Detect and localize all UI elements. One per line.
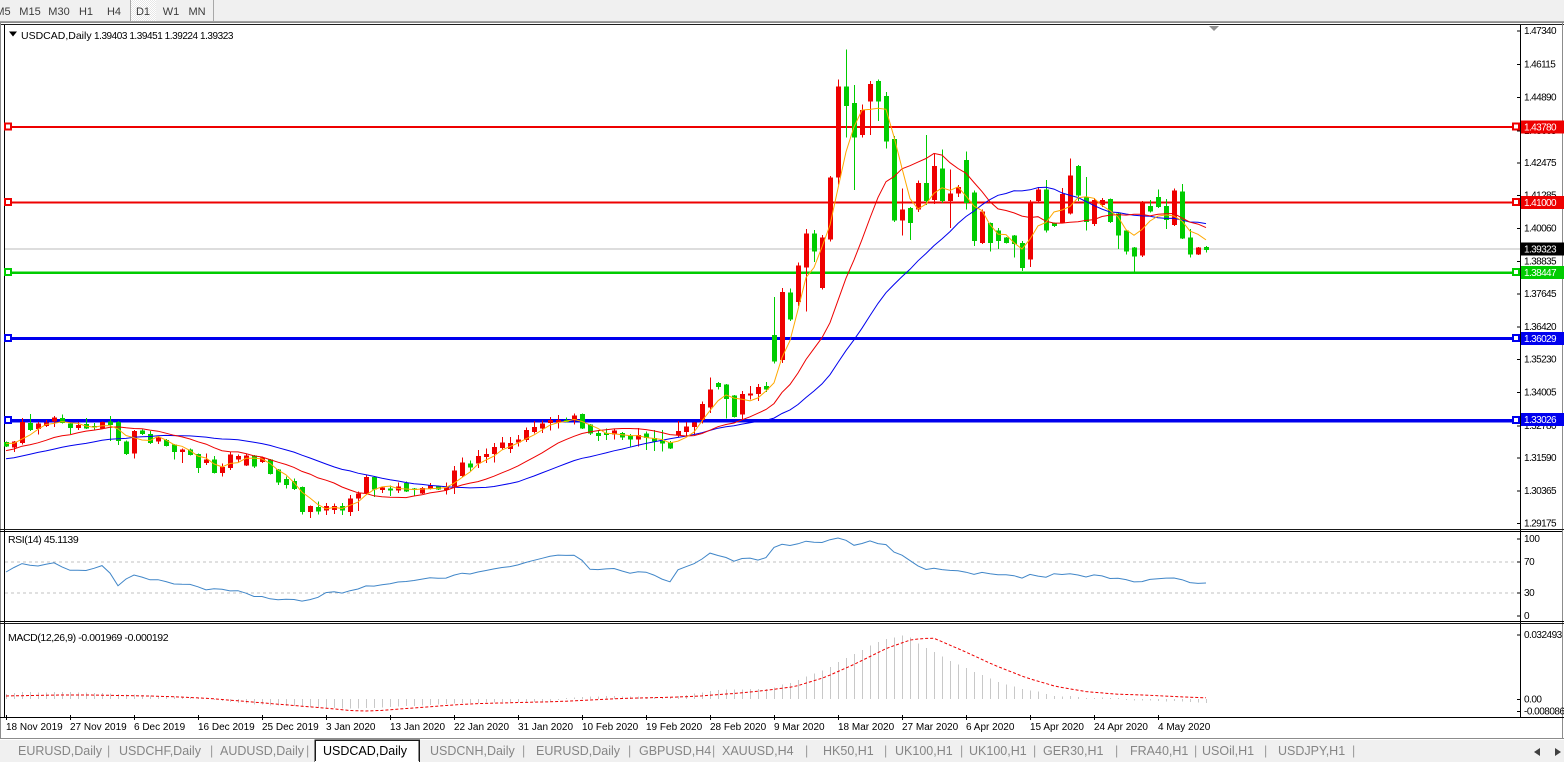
svg-text:1.37645: 1.37645 bbox=[1524, 289, 1557, 300]
svg-text:EURUSD,Daily: EURUSD,Daily bbox=[536, 744, 621, 758]
svg-text:6 Apr 2020: 6 Apr 2020 bbox=[966, 722, 1015, 733]
svg-text:FRA40,H1: FRA40,H1 bbox=[1130, 744, 1188, 758]
svg-text:1.41000: 1.41000 bbox=[1524, 198, 1557, 209]
svg-text:UK100,H1: UK100,H1 bbox=[969, 744, 1027, 758]
svg-text:1.38835: 1.38835 bbox=[1524, 257, 1557, 268]
svg-text:H4: H4 bbox=[107, 6, 121, 18]
svg-text:XAUUSD,H4: XAUUSD,H4 bbox=[722, 744, 794, 758]
svg-text:70: 70 bbox=[1524, 557, 1535, 568]
svg-text:1.40060: 1.40060 bbox=[1524, 223, 1557, 234]
svg-text:1.29175: 1.29175 bbox=[1524, 518, 1557, 529]
svg-text:1.32780: 1.32780 bbox=[1524, 421, 1557, 432]
svg-text:|: | bbox=[1115, 744, 1118, 758]
svg-text:24 Apr 2020: 24 Apr 2020 bbox=[1094, 722, 1148, 733]
svg-text:|: | bbox=[522, 744, 525, 758]
svg-text:MN: MN bbox=[188, 6, 205, 18]
svg-text:0: 0 bbox=[1524, 611, 1530, 622]
svg-text:1.38447: 1.38447 bbox=[1524, 268, 1557, 279]
svg-text:USDCNH,Daily: USDCNH,Daily bbox=[430, 744, 515, 758]
svg-text:|: | bbox=[1264, 744, 1267, 758]
svg-text:AUDUSD,Daily: AUDUSD,Daily bbox=[220, 744, 305, 758]
svg-text:USOil,H1: USOil,H1 bbox=[1202, 744, 1254, 758]
svg-text:27 Nov 2019: 27 Nov 2019 bbox=[70, 722, 127, 733]
svg-text:|: | bbox=[1033, 744, 1036, 758]
svg-text:1.43780: 1.43780 bbox=[1524, 123, 1557, 134]
svg-text:28 Feb 2020: 28 Feb 2020 bbox=[710, 722, 767, 733]
svg-text:25 Dec 2019: 25 Dec 2019 bbox=[262, 722, 319, 733]
svg-text:0.00: 0.00 bbox=[1524, 695, 1542, 706]
svg-text:|: | bbox=[1352, 744, 1355, 758]
svg-text:1.34005: 1.34005 bbox=[1524, 388, 1557, 399]
svg-text:M15: M15 bbox=[19, 6, 40, 18]
svg-text:100: 100 bbox=[1524, 534, 1540, 545]
svg-text:1.39403 1.39451 1.39224 1.3932: 1.39403 1.39451 1.39224 1.39323 bbox=[94, 31, 234, 42]
svg-text:9 Mar 2020: 9 Mar 2020 bbox=[774, 722, 825, 733]
svg-text:|: | bbox=[628, 744, 631, 758]
svg-text:D1: D1 bbox=[136, 6, 150, 18]
svg-text:-0.008086: -0.008086 bbox=[1524, 707, 1564, 718]
svg-text:1.30365: 1.30365 bbox=[1524, 486, 1557, 497]
svg-text:3 Jan 2020: 3 Jan 2020 bbox=[326, 722, 376, 733]
svg-text:EURUSD,Daily: EURUSD,Daily bbox=[18, 744, 103, 758]
svg-text:22 Jan 2020: 22 Jan 2020 bbox=[454, 722, 509, 733]
svg-text:18 Nov 2019: 18 Nov 2019 bbox=[6, 722, 63, 733]
svg-text:W1: W1 bbox=[163, 6, 180, 18]
svg-text:M5: M5 bbox=[0, 6, 11, 18]
svg-text:|: | bbox=[712, 744, 715, 758]
svg-text:H1: H1 bbox=[79, 6, 93, 18]
svg-text:1.46115: 1.46115 bbox=[1524, 59, 1556, 70]
svg-text:HK50,H1: HK50,H1 bbox=[823, 744, 874, 758]
svg-text:15 Apr 2020: 15 Apr 2020 bbox=[1030, 722, 1084, 733]
svg-text:1.42475: 1.42475 bbox=[1524, 158, 1557, 169]
svg-text:|: | bbox=[210, 744, 213, 758]
svg-text:1.44890: 1.44890 bbox=[1524, 93, 1557, 104]
svg-text:UK100,H1: UK100,H1 bbox=[895, 744, 953, 758]
svg-text:1.33026: 1.33026 bbox=[1524, 415, 1557, 426]
svg-text:USDJPY,H1: USDJPY,H1 bbox=[1278, 744, 1345, 758]
svg-text:1.39323: 1.39323 bbox=[1524, 245, 1557, 256]
svg-text:USDCAD,Daily: USDCAD,Daily bbox=[21, 30, 92, 42]
svg-text:13 Jan 2020: 13 Jan 2020 bbox=[390, 722, 445, 733]
svg-text:GER30,H1: GER30,H1 bbox=[1043, 744, 1103, 758]
svg-text:GBPUSD,H4: GBPUSD,H4 bbox=[639, 744, 711, 758]
svg-text:|: | bbox=[960, 744, 963, 758]
svg-text:RSI(14) 45.1139: RSI(14) 45.1139 bbox=[8, 534, 79, 546]
svg-text:M30: M30 bbox=[48, 6, 69, 18]
svg-text:6 Dec 2019: 6 Dec 2019 bbox=[134, 722, 186, 733]
svg-text:1.36420: 1.36420 bbox=[1524, 322, 1557, 333]
svg-text:1.41285: 1.41285 bbox=[1524, 190, 1557, 201]
svg-text:18 Mar 2020: 18 Mar 2020 bbox=[838, 722, 895, 733]
svg-text:|: | bbox=[805, 744, 808, 758]
svg-text:31 Jan 2020: 31 Jan 2020 bbox=[518, 722, 573, 733]
svg-text:1.35230: 1.35230 bbox=[1524, 354, 1557, 365]
svg-text:1.31590: 1.31590 bbox=[1524, 453, 1557, 464]
svg-text:30: 30 bbox=[1524, 588, 1535, 599]
svg-text:MACD(12,26,9) -0.001969 -0.000: MACD(12,26,9) -0.001969 -0.000192 bbox=[8, 632, 169, 644]
svg-text:|: | bbox=[306, 744, 309, 758]
svg-text:1.47340: 1.47340 bbox=[1524, 26, 1557, 37]
svg-text:27 Mar 2020: 27 Mar 2020 bbox=[902, 722, 959, 733]
svg-text:|: | bbox=[107, 744, 110, 758]
svg-text:|: | bbox=[884, 744, 887, 758]
svg-text:19 Feb 2020: 19 Feb 2020 bbox=[646, 722, 703, 733]
svg-text:USDCAD,Daily: USDCAD,Daily bbox=[323, 744, 408, 758]
svg-text:10 Feb 2020: 10 Feb 2020 bbox=[582, 722, 639, 733]
svg-text:4 May 2020: 4 May 2020 bbox=[1158, 722, 1211, 733]
svg-text:16 Dec 2019: 16 Dec 2019 bbox=[198, 722, 255, 733]
svg-text:0.032493: 0.032493 bbox=[1524, 630, 1563, 641]
svg-text:|: | bbox=[1194, 744, 1197, 758]
svg-text:1.36029: 1.36029 bbox=[1524, 334, 1557, 345]
svg-text:USDCHF,Daily: USDCHF,Daily bbox=[119, 744, 202, 758]
